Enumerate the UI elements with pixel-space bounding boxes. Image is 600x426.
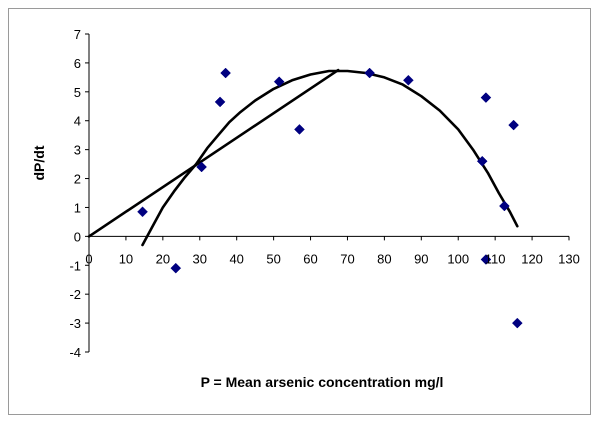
data-point: [476, 155, 488, 167]
data-point: [403, 74, 414, 86]
x-tick-label: 40: [229, 251, 243, 266]
y-axis-tick-labels: 7 6 5 4 3 2 1 0 -1 -2 -3 -4: [69, 27, 89, 360]
y-tick-label: -1: [69, 258, 81, 273]
data-point: [196, 161, 207, 173]
data-point: [273, 76, 285, 88]
x-tick-label: 50: [266, 251, 280, 266]
x-tick-label: 80: [377, 251, 391, 266]
data-point: [480, 92, 492, 103]
chart-area: [8, 8, 591, 415]
data-point: [294, 124, 305, 135]
data-point: [220, 67, 231, 79]
x-tick-label: 30: [193, 251, 207, 266]
data-point: [170, 262, 182, 274]
x-tick-label: 90: [414, 251, 428, 266]
y-tick-label: 2: [74, 172, 81, 187]
x-tick-label: 70: [340, 251, 354, 266]
y-axis-title: dP/dt: [31, 145, 47, 180]
x-axis-title: P = Mean arsenic concentration mg/l: [201, 374, 444, 390]
x-tick-label: 100: [447, 251, 469, 266]
fitted-line: [87, 68, 340, 238]
data-point: [508, 119, 519, 131]
x-tick-label: 120: [521, 251, 543, 266]
x-tick-label: 10: [119, 251, 133, 266]
x-tick-label: 20: [156, 251, 170, 266]
y-tick-label: 5: [74, 85, 81, 100]
data-point: [364, 67, 375, 79]
x-tick-label: 110: [485, 251, 506, 266]
y-tick-label: 3: [74, 143, 81, 158]
data-point: [214, 96, 226, 108]
data-point: [480, 254, 492, 265]
plot-area: [87, 34, 569, 352]
y-tick-label: 6: [74, 56, 81, 71]
fitted-curve: [141, 69, 519, 247]
y-tick-label: -3: [69, 316, 81, 331]
data-point: [499, 200, 510, 212]
data-point: [137, 206, 148, 218]
x-axis-tick-labels: 0 10 20 30 40 50 60 70 80 90 100 110 120 130: [85, 236, 580, 266]
y-tick-label: 7: [74, 27, 81, 42]
y-tick-label: 1: [74, 200, 81, 215]
y-tick-label: 0: [74, 229, 81, 244]
x-tick-label: 0: [85, 251, 92, 266]
data-point: [511, 317, 523, 329]
x-tick-label: 130: [558, 251, 580, 266]
y-tick-label: -2: [69, 287, 81, 302]
x-tick-label: 60: [303, 251, 317, 266]
y-tick-label: 4: [74, 114, 81, 129]
y-tick-label: -4: [69, 345, 81, 360]
